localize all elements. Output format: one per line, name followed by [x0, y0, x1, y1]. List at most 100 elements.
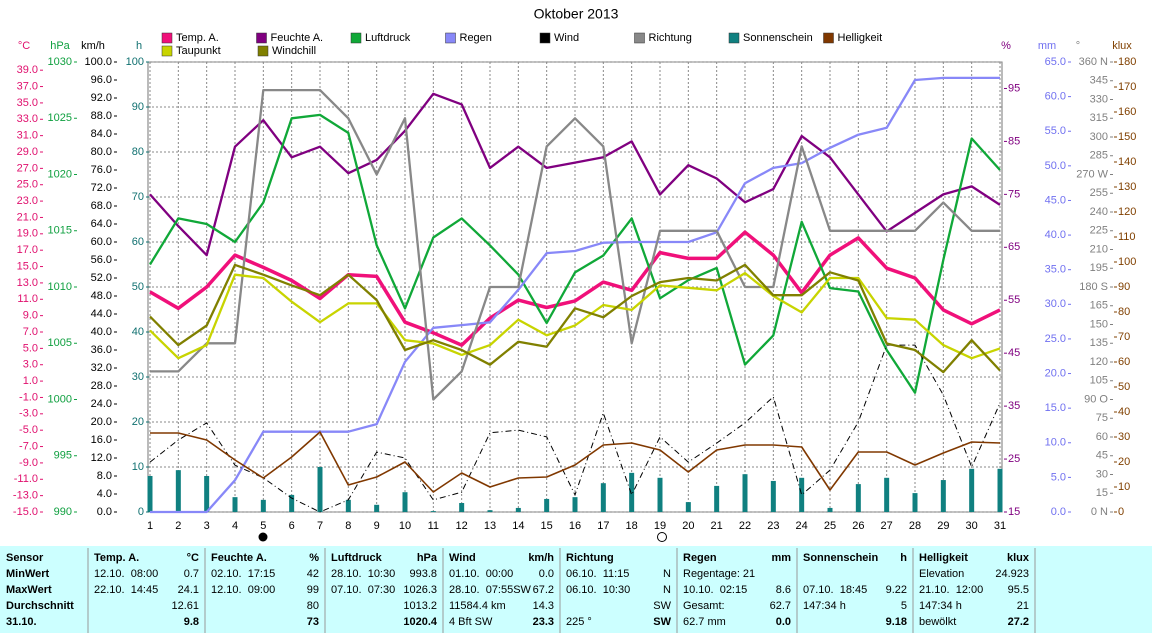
y-tick-label: 28.0	[91, 380, 112, 392]
column-title: Wind	[449, 552, 476, 564]
y-tick-label: 40.0	[91, 326, 112, 338]
bar	[402, 492, 408, 512]
column-unit: klux	[1007, 552, 1030, 564]
x-tick-label: 27	[881, 520, 893, 532]
x-tick-label: 17	[597, 520, 609, 532]
cell-value: 0.0	[776, 616, 791, 628]
y-tick-label: 60	[1096, 431, 1108, 443]
legend-label: Windchill	[272, 45, 316, 57]
legend-label: Helligkeit	[838, 32, 883, 44]
y-tick-label: 1.0	[23, 375, 38, 387]
y-tick-label: 15	[1096, 487, 1108, 499]
legend-swatch	[350, 32, 362, 44]
cell-value: 24.923	[995, 568, 1029, 580]
y-tick-label: 21.0	[17, 211, 38, 223]
x-tick-label: 29	[937, 520, 949, 532]
column-title: Regen	[683, 552, 717, 564]
bar	[374, 504, 380, 512]
y-tick-label: 160	[1118, 106, 1136, 118]
y-tick-label: 65	[1008, 241, 1020, 253]
bar	[742, 474, 748, 512]
legend-label: Richtung	[649, 32, 692, 44]
y-tick-label: 255	[1090, 187, 1108, 199]
y-tick-label: 30	[132, 371, 144, 383]
y-tick-label: 33.0	[17, 113, 38, 125]
x-tick-label: 23	[767, 520, 779, 532]
y-tick-label: 25	[1008, 453, 1020, 465]
y-tick-label: 1005	[48, 337, 72, 349]
cell-value: 9.8	[184, 616, 199, 628]
cell-left: 11584.4 km	[449, 600, 506, 612]
y-tick-label: 60.0	[91, 236, 112, 248]
row-label: MinWert	[6, 568, 50, 580]
y-tick-label: 45	[1096, 450, 1108, 462]
y-tick-label: 24.0	[91, 398, 112, 410]
cell-value: 9.22	[886, 584, 907, 596]
y-tick-label: 80	[1118, 306, 1130, 318]
axis-unit: hPa	[50, 40, 70, 52]
cell-left: 147:34 h	[919, 600, 962, 612]
y-tick-label: -11.0	[14, 473, 38, 485]
cell-left: 12.10. 09:00	[211, 584, 275, 596]
y-tick-label: 165	[1090, 300, 1108, 312]
cell-left: 10.10. 02:15	[683, 584, 747, 596]
y-tick-label: 990	[54, 506, 72, 518]
x-tick-label: 10	[399, 520, 411, 532]
y-tick-label: 285	[1090, 150, 1108, 162]
axis-unit: km/h	[81, 40, 105, 52]
bar	[714, 485, 720, 512]
bar	[544, 498, 550, 512]
y-tick-label: 11.0	[17, 293, 38, 305]
table-background	[0, 546, 1152, 633]
y-tick-label: 88.0	[91, 110, 112, 122]
cell-value: 80	[307, 600, 319, 612]
cell-value: 993.8	[409, 568, 437, 580]
cell-left: 21.10. 12:00	[919, 584, 983, 596]
y-tick-label: 13.0	[17, 277, 38, 289]
x-tick-label: 13	[484, 520, 496, 532]
column-title: Richtung	[566, 552, 614, 564]
y-tick-label: 240	[1090, 206, 1108, 218]
y-tick-label: 37.0	[17, 80, 38, 92]
cell-left: 12.10. 08:00	[94, 568, 158, 580]
cell-left: 4 Bft SW	[449, 616, 493, 628]
bar	[317, 467, 323, 512]
bar	[912, 493, 918, 512]
column-title: Luftdruck	[331, 552, 383, 564]
chart-title: Oktober 2013	[534, 6, 619, 22]
y-tick-label: 105	[1090, 375, 1108, 387]
y-tick-label: 9.0	[23, 310, 38, 322]
y-tick-label: 50	[132, 281, 144, 293]
y-tick-label: 0 N	[1091, 506, 1108, 518]
y-tick-label: 150	[1118, 131, 1136, 143]
y-tick-label: 135	[1090, 337, 1108, 349]
y-tick-label: 180	[1118, 56, 1136, 68]
cell-left: 147:34 h	[803, 600, 846, 612]
legend-label: Regen	[460, 32, 492, 44]
cell-left: 06.10. 11:15	[566, 568, 629, 580]
y-tick-label: -13.0	[13, 490, 38, 502]
x-tick-label: 1	[147, 520, 153, 532]
y-tick-label: -9.0	[19, 457, 38, 469]
y-tick-label: 35.0	[1045, 264, 1066, 276]
bar	[204, 476, 210, 512]
legend-label: Sonnenschein	[743, 32, 813, 44]
column-unit: h	[900, 552, 907, 564]
y-tick-label: 90	[132, 101, 144, 113]
y-tick-label: 1015	[48, 225, 72, 237]
y-tick-label: 56.0	[91, 254, 112, 266]
y-tick-label: 32.0	[91, 362, 112, 374]
legend-swatch	[445, 32, 456, 44]
row-label: Durchschnitt	[6, 600, 74, 612]
cell-value: 9.18	[886, 616, 907, 628]
y-tick-label: 3.0	[23, 359, 38, 371]
y-tick-label: 995	[54, 450, 72, 462]
y-tick-label: 50.0	[1045, 160, 1066, 172]
bar	[459, 503, 465, 512]
y-tick-label: 55.0	[1045, 125, 1066, 137]
bar	[685, 502, 691, 512]
bar	[430, 511, 436, 512]
moon-full	[657, 532, 667, 542]
y-tick-label: 65.0	[1045, 56, 1066, 68]
cell-value: 95.5	[1008, 584, 1029, 596]
